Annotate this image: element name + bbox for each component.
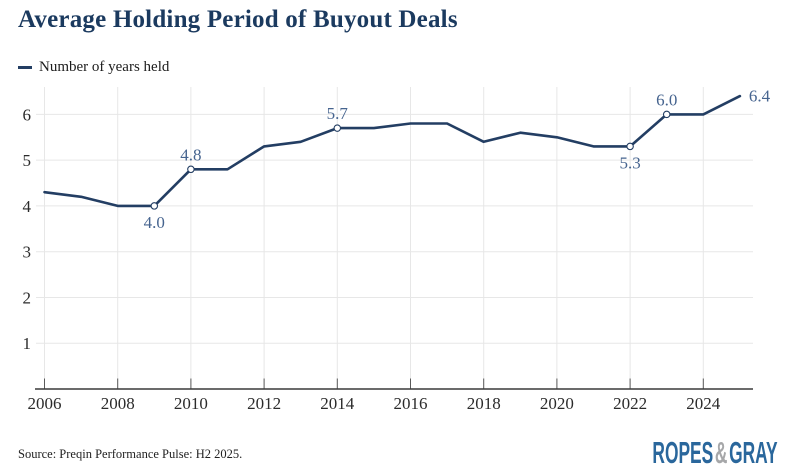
data-point-label: 4.0 [144,213,165,232]
y-axis-label: 1 [23,334,32,353]
data-point-marker [150,202,159,210]
data-point-marker [662,110,671,119]
data-point-marker [626,142,634,151]
logo-ampersand: & [715,435,728,470]
data-point-marker [187,165,195,174]
x-axis-label: 2006 [28,394,62,413]
x-axis-label: 2016 [394,394,428,413]
x-axis-label: 2024 [686,394,721,413]
y-axis-label: 4 [23,197,32,216]
data-point-label: 4.8 [180,145,201,164]
x-axis-label: 2018 [467,394,501,413]
x-axis-label: 2014 [320,394,355,413]
chart-title: Average Holding Period of Buyout Deals [18,6,458,33]
x-axis-label: 2020 [540,394,574,413]
years-held-line [43,94,742,208]
y-axis-label: 2 [23,288,32,307]
legend: Number of years held [18,59,169,76]
x-axis-label: 2010 [174,394,208,413]
data-point-label: 6.0 [656,90,677,109]
y-axis-label: 6 [23,105,32,124]
data-point-label: 6.4 [749,87,771,106]
data-point-label: 5.3 [619,153,640,172]
x-axis-label: 2012 [247,394,281,413]
x-axis-label: 2008 [101,394,135,413]
source-note: Source: Preqin Performance Pulse: H2 202… [18,447,243,461]
logo-ropes: ROPES [652,435,714,470]
data-point-label: 5.7 [327,104,349,123]
data-point-marker [333,124,342,132]
ropes-gray-logo: ROPES&GRAY [653,437,778,468]
y-axis-label: 5 [23,151,32,170]
legend-line-swatch [18,66,32,69]
legend-label: Number of years held [39,59,170,75]
x-axis-label: 2022 [613,394,647,413]
logo-gray: GRAY [729,435,778,470]
y-axis-label: 3 [23,243,32,262]
